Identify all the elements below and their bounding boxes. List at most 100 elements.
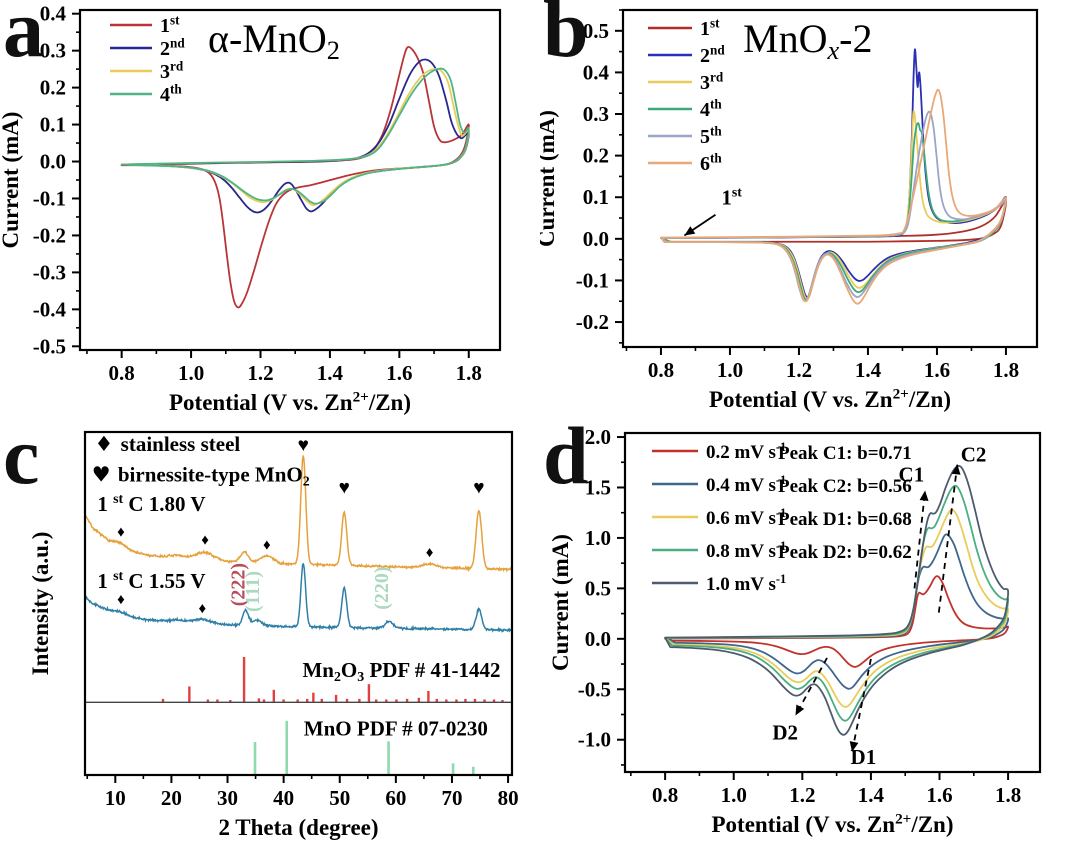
curve-cycle-6th [660, 88, 1007, 305]
legend-label: 1.0 mV s-1 [706, 572, 786, 595]
legend: 0.2 mV s-1 0.4 mV s-1 0.6 mV s-1 0.8 mV s-1… [652, 440, 786, 595]
diamond-marker: ♦ [263, 537, 271, 553]
axes: 0.8 1.0 1.2 1.4 1.6 1.8 2.0 1.5 1.0 0.5 0.0 -0.5 -1.… [578, 427, 1042, 807]
y-tick-label: 0.4 [583, 60, 610, 84]
x-tick-label: 0.8 [109, 361, 135, 385]
x-tick-label: 1.6 [926, 783, 952, 807]
trend-arrow-d1 [849, 658, 872, 753]
axes: 0.8 1.0 1.2 1.4 1.6 1.8 0.4 0.3 0.2 0.1 0.0 -0.1 -0.… [33, 2, 502, 385]
label-c2: C2 [961, 442, 987, 466]
y-tick-label: -0.2 [576, 310, 609, 334]
y-axis-label: Current (mA) [548, 534, 573, 671]
legend-label: 0.4 mV s-1 [706, 473, 786, 496]
panel-letter-a: a [3, 0, 44, 74]
arrowhead [951, 464, 961, 475]
y-tick-label: -0.2 [33, 223, 66, 247]
x-tick-label: 1.2 [247, 361, 273, 385]
peak-d2-bvalue: Peak D2: b=0.62 [778, 542, 912, 563]
x-tick-label: 10 [105, 786, 126, 810]
x-tick-label: 70 [441, 786, 462, 810]
panel-c: c ♥ ♥ ♥ ♦ ♦ ♦ ♦ ♦ ♦ ♦ stainless steel ♥ birnessite… [0, 410, 540, 854]
x-tick-label: 1.8 [456, 361, 482, 385]
label-d2: D2 [772, 721, 798, 745]
x-axis-label: 2 Theta (degree) [218, 815, 378, 840]
series-group [664, 464, 1010, 736]
plot-frame [623, 431, 1042, 774]
x-tick-label: 0.8 [648, 358, 674, 382]
diamond-marker: ♦ [198, 601, 206, 617]
legend-label: 5th [700, 123, 722, 148]
legend-label: 2nd [700, 42, 725, 67]
y-tick-label: -0.3 [33, 260, 66, 284]
label-1st-charge-180: 1 st C 1.80 V [97, 492, 205, 516]
heart-marker: ♥ [339, 478, 350, 499]
x-tick-label: 1.8 [995, 783, 1021, 807]
legend-label: 6th [700, 150, 722, 175]
y-tick-label: -0.5 [33, 334, 66, 358]
x-tick-label: 1.6 [386, 361, 412, 385]
series-group [660, 48, 1007, 305]
y-tick-label: 0.0 [585, 627, 611, 651]
x-tick-label: 20 [161, 786, 182, 810]
series-group [120, 45, 470, 309]
y-tick-label: 0.2 [583, 144, 609, 168]
x-tick-label: 1.0 [721, 783, 747, 807]
x-tick-label: 50 [329, 786, 350, 810]
label-MnO-pdf: MnO PDF # 07-0230 [304, 717, 488, 741]
x-tick-label: 80 [498, 786, 519, 810]
x-tick-label: 1.2 [786, 358, 812, 382]
heart-marker: ♥ [473, 478, 484, 499]
y-axis-label: Current (mA) [540, 110, 559, 247]
first-cycle-label: 1st [721, 186, 742, 210]
y-tick-label: 0.0 [583, 227, 609, 251]
legend-label: 1st [700, 15, 720, 40]
legend-stainless-steel: ♦ stainless steel [95, 432, 241, 456]
trend-arrow-c2 [937, 464, 961, 613]
y-tick-label: 0.1 [583, 185, 609, 209]
arrowhead [684, 226, 696, 236]
arrowhead [795, 704, 805, 716]
label-1st-charge-155: 1 st C 1.55 V [97, 569, 205, 593]
xrd-curve-pattern-1st-charge-1p55V [84, 562, 513, 633]
panel-title: α-MnO2 [208, 16, 340, 65]
legend-label: 0.2 mV s-1 [706, 440, 786, 463]
plot-frame [83, 430, 514, 777]
y-tick-label: 0.1 [40, 113, 66, 137]
x-axis-label: Potential (V vs. Zn2+/Zn) [709, 385, 951, 412]
x-tick-label: 30 [217, 786, 238, 810]
panel-b: b 1st 0.8 1.0 1.2 1.4 1.6 1.8 0.5 0.4 0.3 0.2 0.1 0.… [540, 0, 1080, 427]
diamond-marker: ♦ [117, 592, 125, 608]
axes: 10 20 30 40 50 60 70 80 [83, 430, 519, 810]
trend-arrow-c1 [913, 490, 929, 589]
x-tick-label: 40 [273, 786, 294, 810]
y-tick-label: -0.4 [33, 297, 67, 321]
diamond-marker: ♦ [426, 545, 434, 561]
y-axis-label: Current (mA) [0, 112, 23, 249]
legend-label: 2nd [160, 35, 185, 60]
x-tick-label: 0.8 [652, 783, 678, 807]
legend-label: 1st [160, 12, 180, 37]
x-tick-label: 60 [385, 786, 406, 810]
panel-letter-c: c [3, 410, 40, 501]
hkl-222: (222) [227, 563, 249, 606]
legend-birnessite: ♥ birnessite-type MnO2 [92, 463, 310, 490]
axes: 0.8 1.0 1.2 1.4 1.6 1.8 0.5 0.4 0.3 0.2 0.1 0.0 -0.1… [576, 8, 1039, 382]
sticks-pdf-MnO-07-0230 [253, 720, 475, 775]
x-tick-label: 1.8 [993, 358, 1019, 382]
x-tick-label: 1.2 [789, 783, 815, 807]
y-tick-label: 0.3 [583, 102, 609, 126]
x-tick-label: 1.4 [855, 358, 882, 382]
legend-label: 3rd [160, 58, 184, 83]
peak-c1-bvalue: Peak C1: b=0.71 [778, 443, 912, 464]
first-cycle-arrow [683, 213, 716, 237]
y-tick-label: 0.3 [40, 39, 66, 63]
legend-label: 3rd [700, 69, 724, 94]
y-tick-label: 1.0 [585, 526, 611, 550]
peak-d1-bvalue: Peak D1: b=0.68 [778, 509, 912, 530]
curve-cycle-4th [660, 122, 1007, 301]
x-axis-label: Potential (V vs. Zn2+/Zn) [711, 810, 953, 837]
y-tick-label: 0.0 [40, 150, 66, 174]
